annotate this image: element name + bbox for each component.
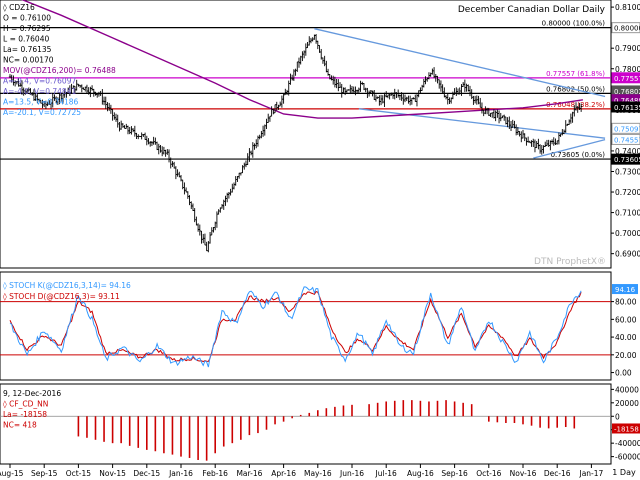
cot-legend-entry: ◊ CF_CD_NN	[3, 400, 48, 409]
x-tick-label: Sep-16	[441, 469, 468, 478]
cot-tag-box	[612, 423, 640, 434]
stochastic-y-tick-label: 0.00	[615, 369, 632, 378]
price-legend-entry: O = 0.76100	[3, 14, 51, 23]
price-tag-box	[611, 101, 640, 113]
fib-level-label: 0.77557 (61.8%)	[546, 70, 605, 78]
price-legend-entry: ◊ CDZ16	[3, 3, 35, 12]
x-tick-label: Nov-16	[510, 469, 537, 478]
stochastic-legend-entry: ◊ STOCH K(@CDZ16,3,14)= 94.16	[3, 281, 131, 290]
x-tick-label: Oct-15	[66, 469, 91, 478]
price-legend-entry: A=-20.1, V=0.72725	[3, 108, 81, 117]
cot-legend-entry: La= -18158	[3, 410, 47, 419]
x-tick-label: Sep-15	[31, 469, 58, 478]
cot-y-tick-label: 40000	[615, 385, 639, 394]
x-tick-label: Jun-16	[339, 469, 364, 478]
price-series	[8, 0, 584, 253]
price-tag-label: 0.73605	[614, 156, 640, 164]
stochastic-y-tick-label: 60.00	[615, 315, 637, 324]
x-tick-label: Nov-15	[99, 469, 126, 478]
x-axis-interval-label: 1 Day	[612, 468, 636, 477]
x-tick-label: Mar-16	[236, 469, 262, 478]
x-tick-label: Jul-16	[375, 469, 398, 478]
price-tag-label: 0.75097	[614, 125, 640, 133]
fib-level-label: 0.80000 (100.0%)	[542, 20, 606, 28]
x-tick-label: May-16	[304, 469, 332, 478]
price-tag-label: 0.76802	[614, 88, 640, 96]
stochastic-y-tick-label: 80.00	[615, 298, 637, 307]
price-tag-label: 0.77557	[614, 75, 640, 83]
price-legend-entry: La= 0.76135	[3, 45, 52, 54]
x-tick-label: Aug-15	[0, 469, 24, 478]
stochastic-y-tick-label: 20.00	[615, 351, 637, 360]
price-right-tags: 0.80000 0.77557 0.768020.764880.76135 0.750…	[611, 22, 640, 165]
stochastic-legend: ◊ STOCH K(@CDZ16,3,14)= 94.16 ◊ STOCH D(@…	[3, 281, 131, 301]
stochastic-panel-frame	[0, 271, 612, 381]
trendline	[533, 139, 606, 159]
stochastic-series	[0, 286, 611, 368]
x-tick-label: Jan-17	[578, 469, 603, 478]
price-legend-entry: L = 0.76040	[3, 35, 49, 44]
price-tag-box	[611, 122, 640, 134]
stochastic-y-tick-label: 40.00	[615, 333, 637, 342]
price-tag-box	[611, 22, 640, 34]
cot-legend-entry: 9, 12-Dec-2016	[3, 389, 61, 398]
cot-y-tick-label: -60000	[615, 453, 640, 462]
price-tag-label: 0.74557	[614, 136, 640, 144]
cot-tag-label: -18158	[614, 425, 639, 433]
x-tick-label: Dec-16	[544, 469, 571, 478]
price-legend-entry: H = 0.76295	[3, 24, 51, 33]
price-tag-box	[611, 133, 640, 145]
stochastic-d-line	[9, 291, 582, 363]
cot-y-tick-label: -40000	[615, 439, 640, 448]
x-tick-label: Feb-16	[202, 469, 228, 478]
stochastic-k-line	[9, 286, 582, 368]
stochastic-tag-label: 94.16	[615, 286, 636, 294]
trendline	[314, 28, 606, 98]
stochastic-axis: 80.00 60.00 40.00 20.00 0.00 94.16	[611, 284, 638, 378]
cot-y-tick-label: 0	[615, 412, 620, 421]
x-tick-label: Dec-15	[133, 469, 160, 478]
moving-average-200-line	[21, 0, 584, 119]
price-legend-entry: A=-4.0, V=0.74841	[3, 87, 76, 96]
x-tick-label: Apr-16	[271, 469, 296, 478]
cot-y-tick-label: 20000	[615, 399, 639, 408]
cot-bars	[0, 400, 611, 461]
x-tick-label: Jan-16	[168, 469, 193, 478]
price-tag-label: 0.80000	[614, 25, 640, 33]
x-tick-label: Aug-16	[407, 469, 434, 478]
cot-panel-frame	[0, 383, 612, 465]
chart-title: December Canadian Dollar Daily	[458, 5, 606, 15]
stochastic-tag-box	[612, 284, 638, 295]
price-tag-box	[611, 153, 640, 165]
stochastic-legend-entry: ◊ STOCH D(@CDZ16,3)= 93.11	[3, 292, 120, 301]
price-legend-entry: A=13.5, V=0.74186	[3, 98, 79, 107]
x-axis: Aug-15 Sep-15 Oct-15 Nov-15 Dec-15 Jan-16 Feb-…	[0, 464, 604, 478]
cot-legend-entry: NC= 418	[3, 421, 37, 430]
x-tick-label: Oct-16	[476, 469, 501, 478]
watermark: DTN ProphetX®	[534, 257, 606, 267]
price-tag-label: 0.76135	[614, 104, 640, 112]
price-legend-entry: NC= 0.00170	[3, 56, 54, 65]
price-tag-box	[611, 72, 640, 84]
price-legend-entry: MOV(@CDZ16,200)= 0.76488	[3, 66, 116, 75]
price-tag-label: 0.76488	[614, 97, 640, 105]
fib-level-label: 0.73605 (0.0%)	[551, 151, 606, 159]
price-legend-entry: A=-9.4, V=0.76097	[3, 77, 76, 86]
